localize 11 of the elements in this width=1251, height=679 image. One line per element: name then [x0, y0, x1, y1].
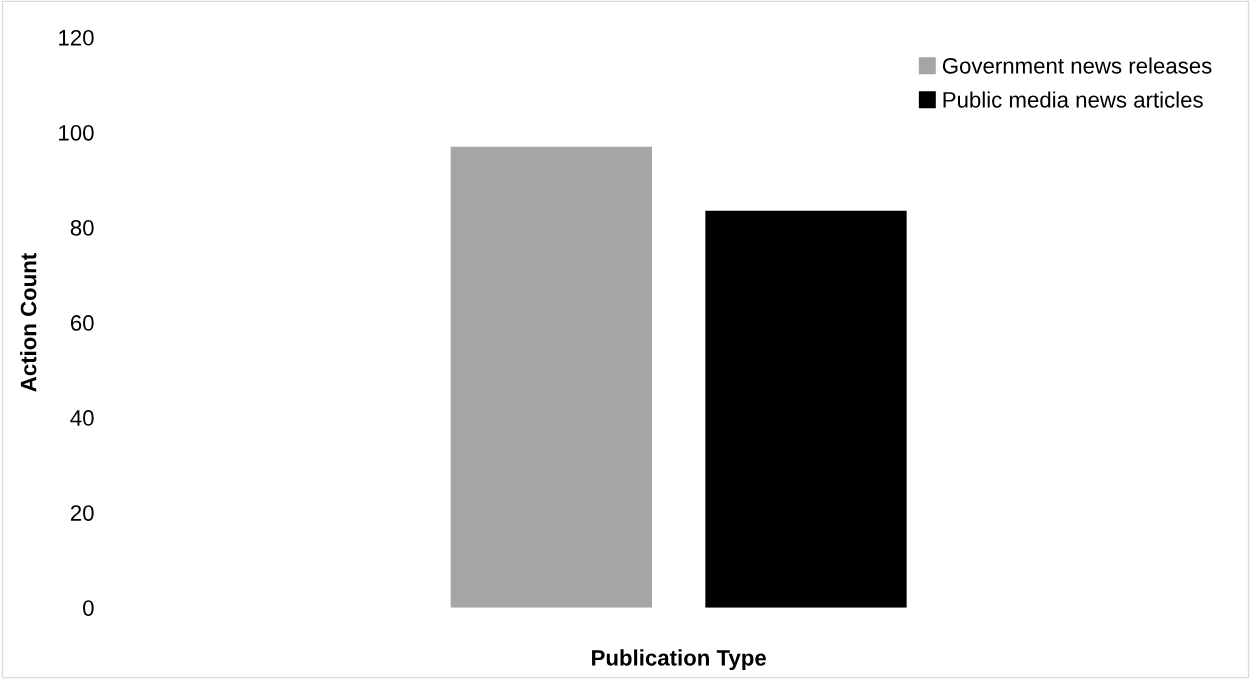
y-tick-label: 60: [70, 315, 94, 331]
y-tick-label: 120: [59, 29, 94, 46]
legend-label: Government news releases: [942, 57, 1212, 74]
y-axis-title: Action Count: [20, 253, 37, 392]
legend-label: Public media news articles: [943, 91, 1203, 108]
x-axis-title: Publication Type: [592, 649, 766, 671]
y-tick-label: 40: [70, 410, 94, 426]
y-tick-label: 100: [59, 124, 94, 141]
y-tick-label: 80: [70, 220, 94, 236]
y-tick-label: 20: [70, 505, 94, 521]
y-tick-label: 0: [83, 600, 94, 616]
